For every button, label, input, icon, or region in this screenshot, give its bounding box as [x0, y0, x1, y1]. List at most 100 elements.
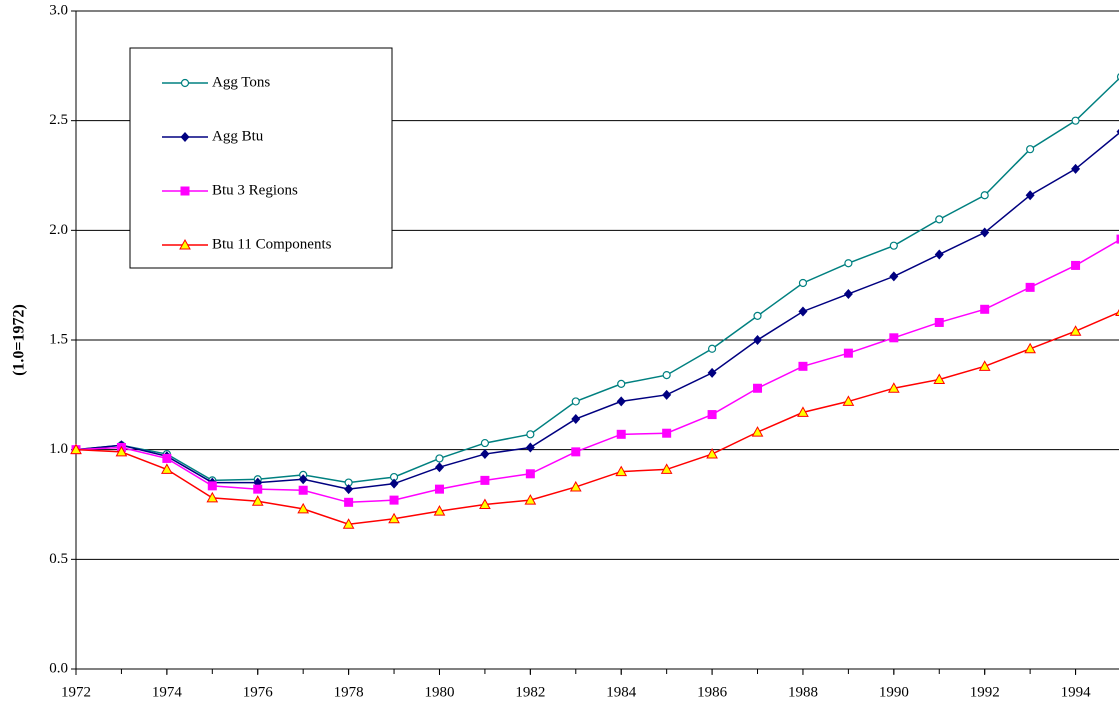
marker	[434, 484, 444, 494]
marker	[179, 238, 191, 250]
marker	[707, 344, 717, 353]
series-line	[75, 77, 1119, 484]
marker	[753, 311, 762, 320]
marker	[616, 429, 626, 439]
marker	[434, 462, 444, 473]
marker	[1026, 145, 1035, 154]
marker	[433, 505, 446, 516]
legend-label: Agg Tons	[212, 74, 270, 90]
marker	[1116, 234, 1119, 244]
marker	[842, 395, 855, 406]
marker	[525, 442, 535, 453]
y-tick-label: 3.0	[49, 2, 68, 18]
marker	[798, 361, 808, 371]
marker	[162, 453, 172, 463]
marker	[889, 333, 899, 343]
marker	[843, 348, 853, 358]
marker	[298, 474, 308, 485]
series-line	[75, 132, 1119, 490]
marker	[615, 465, 628, 477]
x-tick-label: 1986	[697, 684, 728, 700]
marker	[1071, 163, 1081, 174]
marker	[480, 475, 490, 485]
x-tick-label: 1976	[243, 684, 274, 700]
marker	[933, 373, 946, 384]
y-tick-label: 0.0	[49, 660, 68, 676]
marker	[161, 463, 173, 474]
legend-box	[129, 47, 393, 269]
legend: Agg Tons Agg Btu Btu 3 Regions Btu 11 Compo…	[129, 47, 393, 269]
x-tick-label: 1984	[606, 684, 637, 700]
marker	[707, 367, 717, 378]
marker	[660, 463, 673, 474]
marker	[1024, 342, 1036, 354]
marker	[707, 410, 717, 420]
series-line	[75, 311, 1119, 526]
marker	[798, 306, 808, 317]
marker	[978, 360, 991, 371]
marker	[180, 186, 190, 196]
marker	[662, 370, 671, 380]
x-tick-label: 1974	[152, 684, 183, 700]
x-tick-label: 1978	[334, 684, 364, 700]
marker	[662, 428, 672, 438]
y-tick-label: 2.0	[49, 222, 68, 238]
marker	[616, 396, 626, 407]
y-tick-label: 0.5	[49, 551, 68, 567]
marker	[525, 469, 535, 479]
marker	[298, 485, 308, 495]
marker	[480, 438, 490, 448]
x-tick-label: 1994	[1061, 684, 1092, 700]
marker	[389, 495, 399, 505]
marker	[180, 132, 190, 142]
marker	[662, 389, 672, 400]
y-tick-label: 2.5	[49, 112, 68, 128]
x-tick-label: 1982	[515, 684, 545, 700]
marker	[342, 518, 355, 529]
y-tick-label: 1.5	[49, 331, 68, 347]
marker	[1025, 282, 1035, 292]
marker	[798, 278, 808, 288]
marker	[344, 484, 354, 495]
marker	[843, 288, 853, 299]
marker	[207, 481, 217, 491]
marker	[889, 241, 898, 250]
marker	[571, 397, 580, 406]
marker	[887, 382, 900, 393]
marker	[389, 478, 399, 489]
legend-label: Btu 11 Components	[212, 236, 332, 252]
marker	[980, 304, 990, 314]
marker	[1116, 128, 1119, 135]
marker	[479, 498, 491, 509]
y-axis-label: (1.0=1972)	[11, 304, 28, 376]
marker	[524, 494, 537, 505]
legend-label: Btu 3 Regions	[212, 182, 298, 198]
marker	[480, 449, 490, 460]
marker	[297, 502, 310, 514]
marker	[706, 448, 718, 459]
marker	[1069, 325, 1082, 336]
marker	[934, 249, 944, 260]
marker	[1071, 116, 1080, 125]
x-tick-label: 1990	[879, 684, 909, 700]
marker	[934, 317, 944, 327]
legend-label: Agg Btu	[212, 128, 264, 144]
marker	[344, 497, 354, 507]
marker	[70, 443, 82, 455]
marker	[753, 383, 763, 393]
marker	[1071, 260, 1081, 270]
marker	[571, 413, 581, 424]
marker	[753, 335, 763, 345]
marker	[889, 271, 899, 282]
marker	[388, 512, 400, 524]
y-tick-label: 1.0	[49, 441, 68, 457]
x-tick-label: 1988	[788, 684, 818, 700]
marker	[980, 191, 989, 200]
marker	[435, 454, 444, 463]
x-tick-label: 1980	[424, 684, 454, 700]
marker	[617, 379, 626, 388]
x-tick-label: 1992	[970, 684, 1000, 700]
marker	[797, 406, 809, 417]
marker	[935, 215, 944, 224]
